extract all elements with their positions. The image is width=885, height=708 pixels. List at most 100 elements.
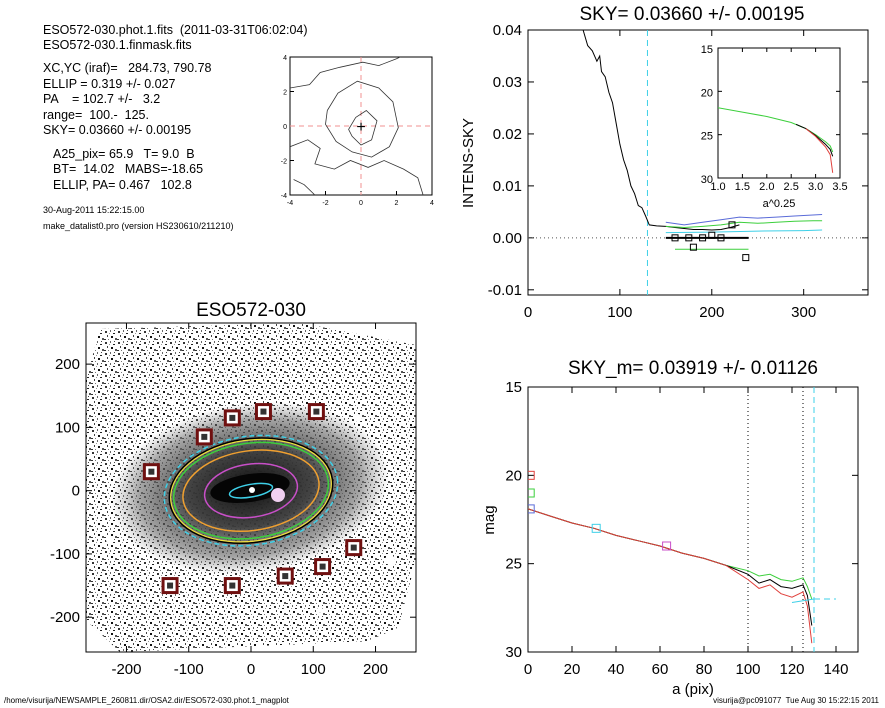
sky-series-green — [665, 220, 823, 229]
contour-line — [293, 179, 316, 195]
contour-ytick-label: -4 — [281, 193, 287, 200]
center-marker: + — [356, 119, 365, 136]
contour-ytick-label: 4 — [283, 55, 287, 62]
sky-square — [699, 234, 707, 242]
fits-filename: ESO572-030.phot.1.fits (2011-03-31T06:02… — [43, 23, 308, 37]
ellipse-yellow — [169, 438, 333, 543]
sky-square — [728, 221, 736, 229]
sky-box-core — [319, 563, 326, 570]
sky-panel: SKY= 0.03660 +/- 0.00195 INTENS-SKY 0 100… — [460, 4, 869, 321]
inset-frame — [717, 47, 841, 179]
sky-ytick-label: 0.00 — [493, 230, 522, 247]
sky-xtick-label: 0 — [524, 304, 532, 321]
sky-square — [685, 234, 693, 242]
mag-title: SKY_m= 0.03919 +/- 0.01126 — [568, 358, 818, 379]
inset-xtick-label: 2.0 — [759, 181, 774, 193]
image-ytick-label: 0 — [72, 483, 80, 500]
sky-ytick-label: -0.01 — [488, 282, 522, 299]
inset-xtick-label: 3.0 — [808, 181, 823, 193]
contour-xtick-label: 0 — [359, 200, 363, 207]
mag-frame — [527, 386, 859, 653]
sky-square — [742, 254, 750, 262]
sky-series-blue — [665, 214, 823, 226]
sky-box-core — [229, 582, 236, 589]
ellipse-green — [172, 441, 330, 540]
mag-xtick-label: 100 — [735, 661, 760, 678]
image-ytick-label: -200 — [50, 609, 80, 626]
contour-xtick-label: 2 — [395, 200, 399, 207]
image-panel: ESO572-030 -200 -100 0 100 200 -200 -100 0 100 20… — [50, 300, 417, 678]
contour-ytick-label: 2 — [283, 90, 287, 97]
contour-line — [348, 109, 378, 146]
contour-ytick-label: 0 — [283, 124, 287, 131]
mag-xtick-label: 140 — [823, 661, 848, 678]
mag-xtick-label: 40 — [608, 661, 625, 678]
footer-user: visurija@pc091077 Tue Aug 30 15:22:15 20… — [713, 696, 879, 705]
mag-square-blue — [528, 504, 535, 514]
sky-square — [671, 234, 679, 242]
sky-ytick-label: 0.03 — [493, 74, 522, 91]
mag-series-black — [528, 508, 813, 626]
image-xtick-label: -200 — [111, 661, 141, 678]
inset-xlabel: a^0.25 — [763, 198, 796, 210]
sky-xtick-label: 300 — [791, 304, 816, 321]
ellipticity: ELLIP = 0.319 +/- 0.027 — [43, 77, 176, 91]
mag-xtick-label: 80 — [696, 661, 713, 678]
sky-square — [717, 234, 725, 242]
ellip-pa: ELLIP, PA= 0.467 102.8 — [53, 178, 192, 192]
date: 30-Aug-2011 15:22:15.00 — [43, 205, 145, 215]
contour-xtick-label: -2 — [322, 200, 328, 207]
center-coords: XC,YC (iraf)= 284.73, 790.78 — [43, 61, 212, 75]
mag-xtick-label: 120 — [779, 661, 804, 678]
image-ytick-label: 100 — [55, 419, 80, 436]
sky-box-core — [282, 573, 289, 580]
image-xtick-label: 200 — [363, 661, 388, 678]
footer-path: /home/visurija/NEWSAMPLE_260811.dir/OSA2… — [4, 696, 289, 705]
sky-ytick-label: 0.02 — [493, 126, 522, 143]
mag-square-cyan — [591, 523, 601, 533]
sky-box-core — [229, 414, 236, 421]
mag-xlabel: a (pix) — [672, 681, 714, 698]
mag-series-red — [528, 508, 813, 644]
mag-ytick-label: 20 — [505, 467, 522, 484]
inset-ytick-label: 15 — [701, 44, 713, 56]
range: range= 100.- 125. — [43, 108, 149, 122]
position-angle: PA = 102.7 +/- 3.2 — [43, 92, 161, 106]
image-title: ESO572-030 — [196, 300, 306, 321]
a25-type: A25_pix= 65.9 T= 9.0 B — [53, 147, 195, 161]
sky-square — [708, 231, 716, 239]
mask-filename: ESO572-030.1.finmask.fits — [43, 38, 192, 52]
ellipse-magenta — [203, 462, 299, 519]
sky-series-black — [582, 30, 740, 231]
ellipse-cyan — [163, 434, 339, 547]
sky-xtick-label: 200 — [699, 304, 724, 321]
mag-xtick-label: 0 — [524, 661, 532, 678]
contour-xtick-label: -4 — [287, 200, 293, 207]
sky-box-core — [167, 582, 174, 589]
sky-frame — [527, 29, 869, 296]
inset-xtick-label: 1.0 — [710, 181, 725, 193]
inset-ytick-label: 30 — [701, 174, 713, 186]
sky-box-core — [260, 408, 267, 415]
sky-box-core — [201, 433, 208, 440]
image-xtick-label: -100 — [174, 661, 204, 678]
mag-square-green — [528, 488, 535, 498]
ellipse-orange — [182, 449, 320, 533]
inset-ytick-label: 20 — [701, 87, 713, 99]
mag-ylabel: mag — [481, 505, 498, 534]
image-xtick-label: 0 — [247, 661, 255, 678]
image-xtick-label: 100 — [301, 661, 326, 678]
sky-ytick-label: 0.04 — [493, 22, 522, 39]
contour-line — [290, 139, 424, 195]
sky-box-core — [148, 468, 155, 475]
inset-xtick-label: 3.5 — [832, 181, 847, 193]
contour-panel: -4 -2 0 2 4 -4 -2 0 2 4 + — [281, 55, 434, 207]
mag-ytick-label: 25 — [505, 556, 522, 573]
mag-xtick-label: 20 — [564, 661, 581, 678]
sky-series-cyan — [665, 229, 823, 234]
mag-panel: SKY_m= 0.03919 +/- 0.01126 mag a (pix) 0… — [481, 358, 859, 698]
sky-xtick-label: 100 — [607, 304, 632, 321]
inset-ytick-label: 25 — [701, 131, 713, 143]
ellipse-cyan — [228, 482, 274, 499]
